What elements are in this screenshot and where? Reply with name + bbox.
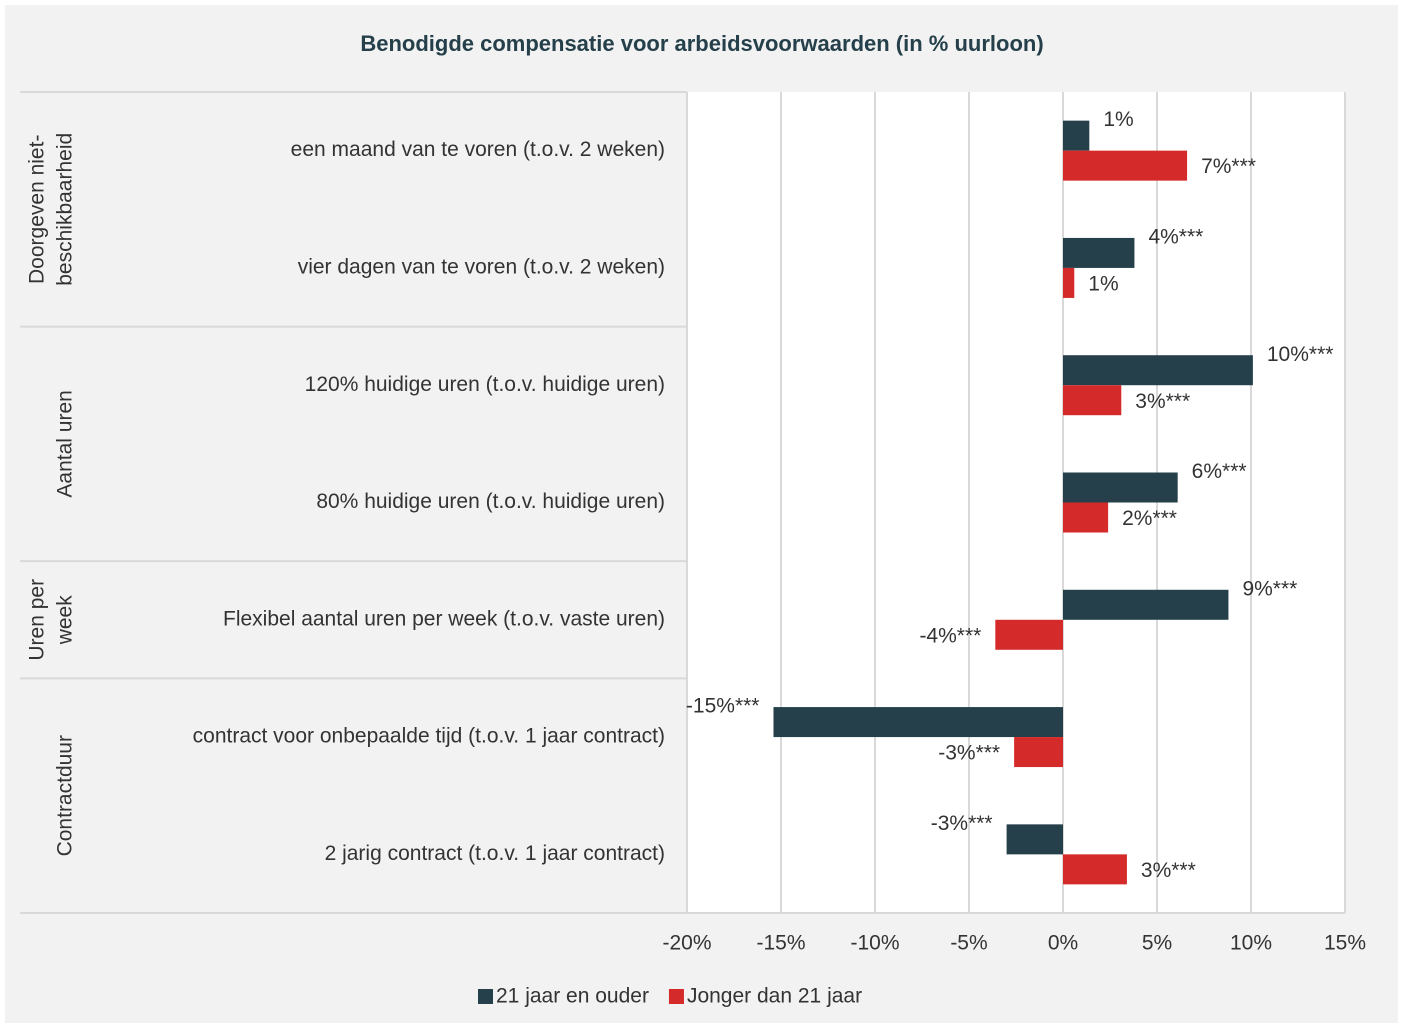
data-label: 3%*** bbox=[1141, 859, 1196, 882]
category-label: 2 jarig contract (t.o.v. 1 jaar contract… bbox=[325, 842, 665, 865]
legend-label: Jonger dan 21 jaar bbox=[687, 985, 862, 1008]
x-tick-label: 15% bbox=[1324, 932, 1366, 955]
group-label: Uren per bbox=[26, 579, 49, 661]
legend-swatch bbox=[668, 989, 684, 1004]
x-tick-label: 5% bbox=[1142, 932, 1172, 955]
bar bbox=[1014, 737, 1063, 768]
data-label: -3%*** bbox=[931, 812, 993, 835]
data-label: 7%*** bbox=[1201, 155, 1256, 178]
data-label: -4%*** bbox=[919, 624, 981, 647]
bar bbox=[1063, 385, 1122, 416]
x-tick-label: -15% bbox=[756, 932, 805, 955]
group-label: Doorgeven niet- bbox=[26, 135, 49, 284]
category-label: contract voor onbepaalde tijd (t.o.v. 1 … bbox=[193, 725, 665, 748]
bar bbox=[1063, 267, 1075, 298]
group-label: Aantal uren bbox=[54, 390, 77, 497]
bar bbox=[1063, 854, 1127, 885]
bar bbox=[1063, 237, 1135, 268]
category-label: 80% huidige uren (t.o.v. huidige uren) bbox=[316, 490, 665, 513]
x-tick-label: 0% bbox=[1048, 932, 1078, 955]
group-label: beschikbaarheid bbox=[54, 133, 77, 286]
bar bbox=[1063, 120, 1090, 151]
data-label: -15%*** bbox=[686, 695, 760, 718]
bar bbox=[773, 707, 1063, 738]
data-label: 9%*** bbox=[1242, 577, 1297, 600]
data-label: 10%*** bbox=[1267, 343, 1334, 366]
data-label: 3%*** bbox=[1135, 390, 1190, 413]
category-label: vier dagen van te voren (t.o.v. 2 weken) bbox=[298, 255, 665, 278]
plot-area bbox=[687, 92, 1345, 913]
bar bbox=[1063, 589, 1229, 620]
data-label: -3%*** bbox=[938, 742, 1000, 765]
bar bbox=[995, 619, 1063, 650]
bar bbox=[1063, 472, 1178, 503]
data-label: 1% bbox=[1088, 272, 1118, 295]
data-label: 2%*** bbox=[1122, 507, 1177, 530]
x-tick-label: -10% bbox=[850, 932, 899, 955]
bar bbox=[1063, 355, 1253, 386]
data-label: 6%*** bbox=[1192, 460, 1247, 483]
group-label: week bbox=[54, 595, 77, 646]
bar bbox=[1063, 502, 1109, 533]
category-label: Flexibel aantal uren per week (t.o.v. va… bbox=[223, 607, 665, 630]
legend-swatch bbox=[478, 989, 493, 1004]
x-tick-label: 10% bbox=[1230, 932, 1272, 955]
bar bbox=[1063, 150, 1188, 181]
legend-label: 21 jaar en ouder bbox=[496, 985, 649, 1008]
data-label: 4%*** bbox=[1148, 225, 1203, 248]
category-label: 120% huidige uren (t.o.v. huidige uren) bbox=[305, 373, 665, 396]
data-label: 1% bbox=[1103, 108, 1133, 131]
x-tick-label: -20% bbox=[662, 932, 711, 955]
group-label: Contractduur bbox=[54, 735, 77, 856]
x-tick-label: -5% bbox=[950, 932, 987, 955]
category-label: een maand van te voren (t.o.v. 2 weken) bbox=[291, 138, 665, 161]
chart-title: Benodigde compensatie voor arbeidsvoorwa… bbox=[360, 31, 1043, 56]
bar bbox=[1006, 824, 1063, 855]
